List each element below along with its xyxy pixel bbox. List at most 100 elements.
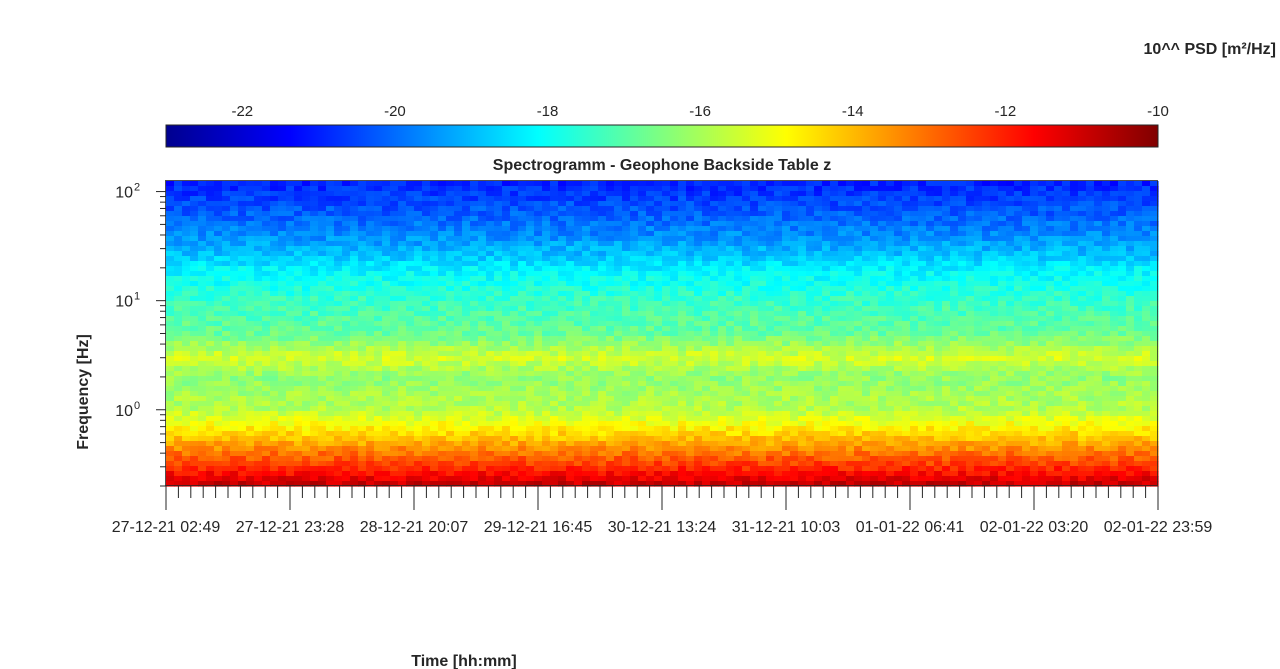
- heatmap-cell: [486, 211, 495, 217]
- heatmap-cell: [174, 196, 183, 202]
- heatmap-cell: [990, 226, 999, 232]
- heatmap-cell: [502, 351, 511, 357]
- heatmap-cell: [526, 191, 535, 197]
- heatmap-cell: [1070, 361, 1079, 367]
- heatmap-cell: [278, 336, 287, 342]
- heatmap-cell: [286, 376, 295, 382]
- heatmap-cell: [486, 316, 495, 322]
- heatmap-cell: [734, 206, 743, 212]
- heatmap-cell: [310, 311, 319, 317]
- heatmap-cell: [486, 326, 495, 332]
- heatmap-cell: [726, 256, 735, 262]
- heatmap-cell: [582, 321, 591, 327]
- heatmap-cell: [174, 311, 183, 317]
- heatmap-cell: [310, 196, 319, 202]
- heatmap-cell: [534, 296, 543, 302]
- heatmap-cell: [398, 211, 407, 217]
- heatmap-cell: [1118, 236, 1127, 242]
- heatmap-cell: [598, 316, 607, 322]
- heatmap-cell: [806, 231, 815, 237]
- heatmap-cell: [1062, 341, 1071, 347]
- heatmap-cell: [1054, 181, 1063, 187]
- heatmap-cell: [838, 271, 847, 277]
- heatmap-cell: [902, 266, 911, 272]
- heatmap-cell: [502, 291, 511, 297]
- heatmap-cell: [262, 266, 271, 272]
- heatmap-cell: [1014, 316, 1023, 322]
- heatmap-cell: [502, 266, 511, 272]
- heatmap-cell: [846, 246, 855, 252]
- heatmap-cell: [230, 226, 239, 232]
- heatmap-cell: [830, 276, 839, 282]
- heatmap-cell: [766, 316, 775, 322]
- heatmap-cell: [1030, 196, 1039, 202]
- heatmap-cell: [1006, 361, 1015, 367]
- heatmap-cell: [398, 341, 407, 347]
- heatmap-cell: [446, 361, 455, 367]
- heatmap-cell: [718, 261, 727, 267]
- heatmap-cell: [334, 306, 343, 312]
- heatmap-cell: [886, 296, 895, 302]
- heatmap-cell: [918, 281, 927, 287]
- heatmap-cell: [926, 236, 935, 242]
- heatmap-cell: [862, 306, 871, 312]
- heatmap-cell: [990, 196, 999, 202]
- heatmap-cell: [198, 301, 207, 307]
- heatmap-cell: [1014, 256, 1023, 262]
- heatmap-cell: [182, 266, 191, 272]
- heatmap-cell: [326, 336, 335, 342]
- heatmap-cell: [1046, 251, 1055, 257]
- heatmap-cell: [750, 181, 759, 187]
- heatmap-cell: [238, 256, 247, 262]
- heatmap-cell: [398, 276, 407, 282]
- heatmap-cell: [814, 301, 823, 307]
- heatmap-cell: [646, 191, 655, 197]
- heatmap-cell: [358, 211, 367, 217]
- heatmap-cell: [230, 316, 239, 322]
- heatmap-cell: [398, 311, 407, 317]
- heatmap-cell: [614, 196, 623, 202]
- heatmap-cell: [518, 186, 527, 192]
- heatmap-cell: [454, 216, 463, 222]
- heatmap-cell: [766, 366, 775, 372]
- heatmap-cell: [558, 241, 567, 247]
- heatmap-cell: [958, 336, 967, 342]
- heatmap-cell: [622, 356, 631, 362]
- heatmap-cell: [382, 201, 391, 207]
- heatmap-cell: [622, 226, 631, 232]
- heatmap-cell: [894, 211, 903, 217]
- heatmap-cell: [886, 341, 895, 347]
- heatmap-cell: [198, 211, 207, 217]
- heatmap-cell: [566, 211, 575, 217]
- heatmap-cell: [334, 206, 343, 212]
- heatmap-cell: [350, 371, 359, 377]
- heatmap-cell: [166, 336, 175, 342]
- heatmap-cell: [942, 196, 951, 202]
- heatmap-cell: [662, 336, 671, 342]
- heatmap-cell: [342, 341, 351, 347]
- heatmap-cell: [358, 201, 367, 207]
- heatmap-cell: [1086, 256, 1095, 262]
- heatmap-cell: [910, 371, 919, 377]
- heatmap-cell: [1046, 266, 1055, 272]
- heatmap-cell: [414, 331, 423, 337]
- heatmap-cell: [894, 341, 903, 347]
- heatmap-cell: [374, 216, 383, 222]
- heatmap-cell: [422, 356, 431, 362]
- heatmap-cell: [974, 191, 983, 197]
- heatmap-cell: [278, 206, 287, 212]
- heatmap-cell: [798, 226, 807, 232]
- heatmap-cell: [638, 376, 647, 382]
- heatmap-cell: [278, 281, 287, 287]
- heatmap-cell: [1046, 221, 1055, 227]
- heatmap-cell: [286, 281, 295, 287]
- heatmap-cell: [1094, 231, 1103, 237]
- heatmap-cell: [1118, 281, 1127, 287]
- heatmap-cell: [734, 306, 743, 312]
- heatmap-cell: [318, 246, 327, 252]
- heatmap-cell: [1110, 311, 1119, 317]
- heatmap-cell: [1118, 221, 1127, 227]
- heatmap-cell: [198, 371, 207, 377]
- heatmap-cell: [510, 286, 519, 292]
- heatmap-cell: [662, 256, 671, 262]
